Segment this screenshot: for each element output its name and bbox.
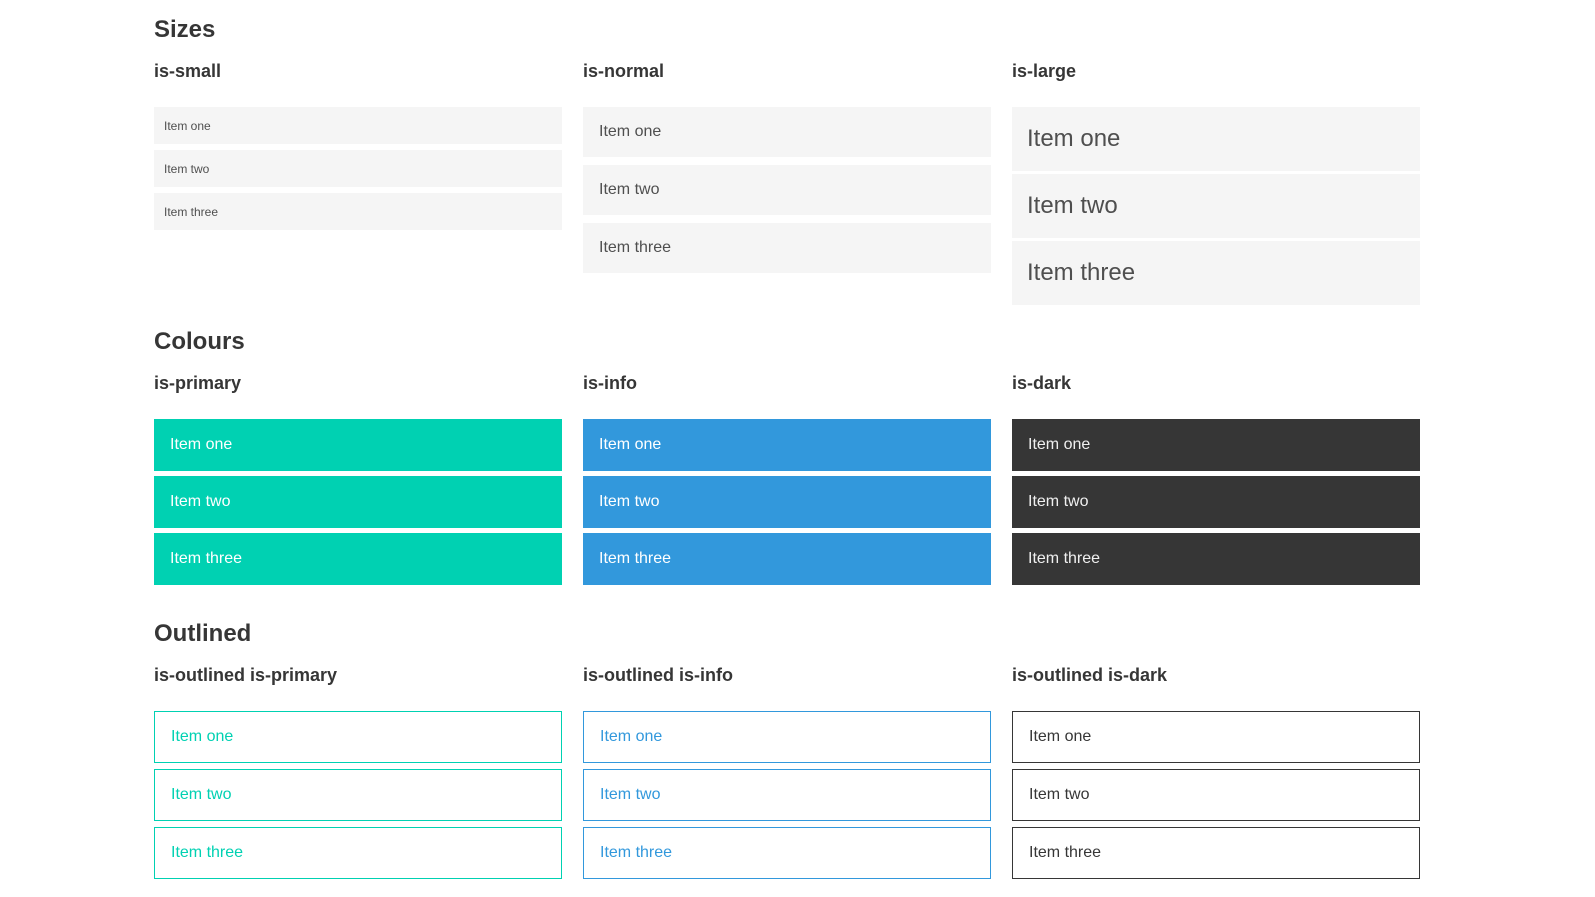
section-sizes: Sizes is-small Item one Item two Item th… bbox=[154, 14, 1420, 308]
list-item[interactable]: Item one bbox=[1012, 711, 1420, 763]
list-item[interactable]: Item two bbox=[154, 769, 562, 821]
column-label-is-outlined-is-dark: is-outlined is-dark bbox=[1012, 665, 1168, 685]
section-outlined: Outlined is-outlined is-primary Item one… bbox=[154, 618, 1420, 885]
section-title-outlined: Outlined bbox=[154, 620, 252, 647]
list-item[interactable]: Item two bbox=[1012, 476, 1420, 528]
column-label-is-normal: is-normal bbox=[583, 61, 665, 81]
sizes-grid: is-small Item one Item two Item three is… bbox=[154, 59, 1420, 308]
colours-grid: is-primary Item one Item two Item three … bbox=[154, 371, 1420, 590]
list-is-info: Item one Item two Item three bbox=[583, 419, 991, 585]
list-item[interactable]: Item two bbox=[1012, 769, 1420, 821]
column-is-normal: is-normal Item one Item two Item three bbox=[583, 59, 991, 281]
list-item[interactable]: Item two bbox=[583, 165, 991, 215]
column-is-outlined-is-info: is-outlined is-info Item one Item two It… bbox=[583, 663, 991, 885]
list-is-normal: Item one Item two Item three bbox=[583, 107, 991, 273]
list-item[interactable]: Item three bbox=[1012, 827, 1420, 879]
list-is-large: Item one Item two Item three bbox=[1012, 107, 1420, 305]
column-is-primary: is-primary Item one Item two Item three bbox=[154, 371, 562, 590]
list-item[interactable]: Item three bbox=[154, 193, 562, 230]
list-item[interactable]: Item one bbox=[1012, 107, 1420, 171]
column-is-outlined-is-dark: is-outlined is-dark Item one Item two It… bbox=[1012, 663, 1420, 885]
column-label-is-large: is-large bbox=[1012, 61, 1077, 81]
list-is-outlined-is-primary: Item one Item two Item three bbox=[154, 711, 562, 879]
column-label-is-outlined-is-primary: is-outlined is-primary bbox=[154, 665, 338, 685]
list-item[interactable]: Item three bbox=[154, 827, 562, 879]
list-item[interactable]: Item two bbox=[1012, 174, 1420, 238]
list-item[interactable]: Item one bbox=[154, 107, 562, 144]
list-item[interactable]: Item one bbox=[583, 711, 991, 763]
list-item[interactable]: Item three bbox=[583, 223, 991, 273]
list-item[interactable]: Item two bbox=[154, 476, 562, 528]
list-is-outlined-is-info: Item one Item two Item three bbox=[583, 711, 991, 879]
column-is-info: is-info Item one Item two Item three bbox=[583, 371, 991, 590]
list-is-dark: Item one Item two Item three bbox=[1012, 419, 1420, 585]
list-item[interactable]: Item three bbox=[583, 827, 991, 879]
list-item[interactable]: Item one bbox=[583, 107, 991, 157]
section-title-sizes: Sizes bbox=[154, 16, 216, 43]
list-is-outlined-is-dark: Item one Item two Item three bbox=[1012, 711, 1420, 879]
column-label-is-outlined-is-info: is-outlined is-info bbox=[583, 665, 733, 685]
column-is-large: is-large Item one Item two Item three bbox=[1012, 59, 1420, 308]
section-title-colours: Colours bbox=[154, 328, 245, 355]
list-item[interactable]: Item one bbox=[154, 419, 562, 471]
column-label-is-info: is-info bbox=[583, 373, 637, 393]
column-is-outlined-is-primary: is-outlined is-primary Item one Item two… bbox=[154, 663, 562, 885]
list-item[interactable]: Item one bbox=[154, 711, 562, 763]
list-item[interactable]: Item three bbox=[583, 533, 991, 585]
list-item[interactable]: Item one bbox=[1012, 419, 1420, 471]
column-is-small: is-small Item one Item two Item three bbox=[154, 59, 562, 236]
section-colours: Colours is-primary Item one Item two Ite… bbox=[154, 326, 1420, 590]
list-item[interactable]: Item three bbox=[1012, 533, 1420, 585]
column-is-dark: is-dark Item one Item two Item three bbox=[1012, 371, 1420, 590]
list-item[interactable]: Item two bbox=[583, 476, 991, 528]
list-is-small: Item one Item two Item three bbox=[154, 107, 562, 230]
list-item[interactable]: Item one bbox=[583, 419, 991, 471]
column-label-is-small: is-small bbox=[154, 61, 222, 81]
column-label-is-primary: is-primary bbox=[154, 373, 242, 393]
outlined-grid: is-outlined is-primary Item one Item two… bbox=[154, 663, 1420, 885]
list-item[interactable]: Item two bbox=[583, 769, 991, 821]
column-label-is-dark: is-dark bbox=[1012, 373, 1072, 393]
list-item[interactable]: Item three bbox=[154, 533, 562, 585]
list-is-primary: Item one Item two Item three bbox=[154, 419, 562, 585]
list-item[interactable]: Item two bbox=[154, 150, 562, 187]
page-container: Sizes is-small Item one Item two Item th… bbox=[154, 0, 1420, 885]
list-item[interactable]: Item three bbox=[1012, 241, 1420, 305]
